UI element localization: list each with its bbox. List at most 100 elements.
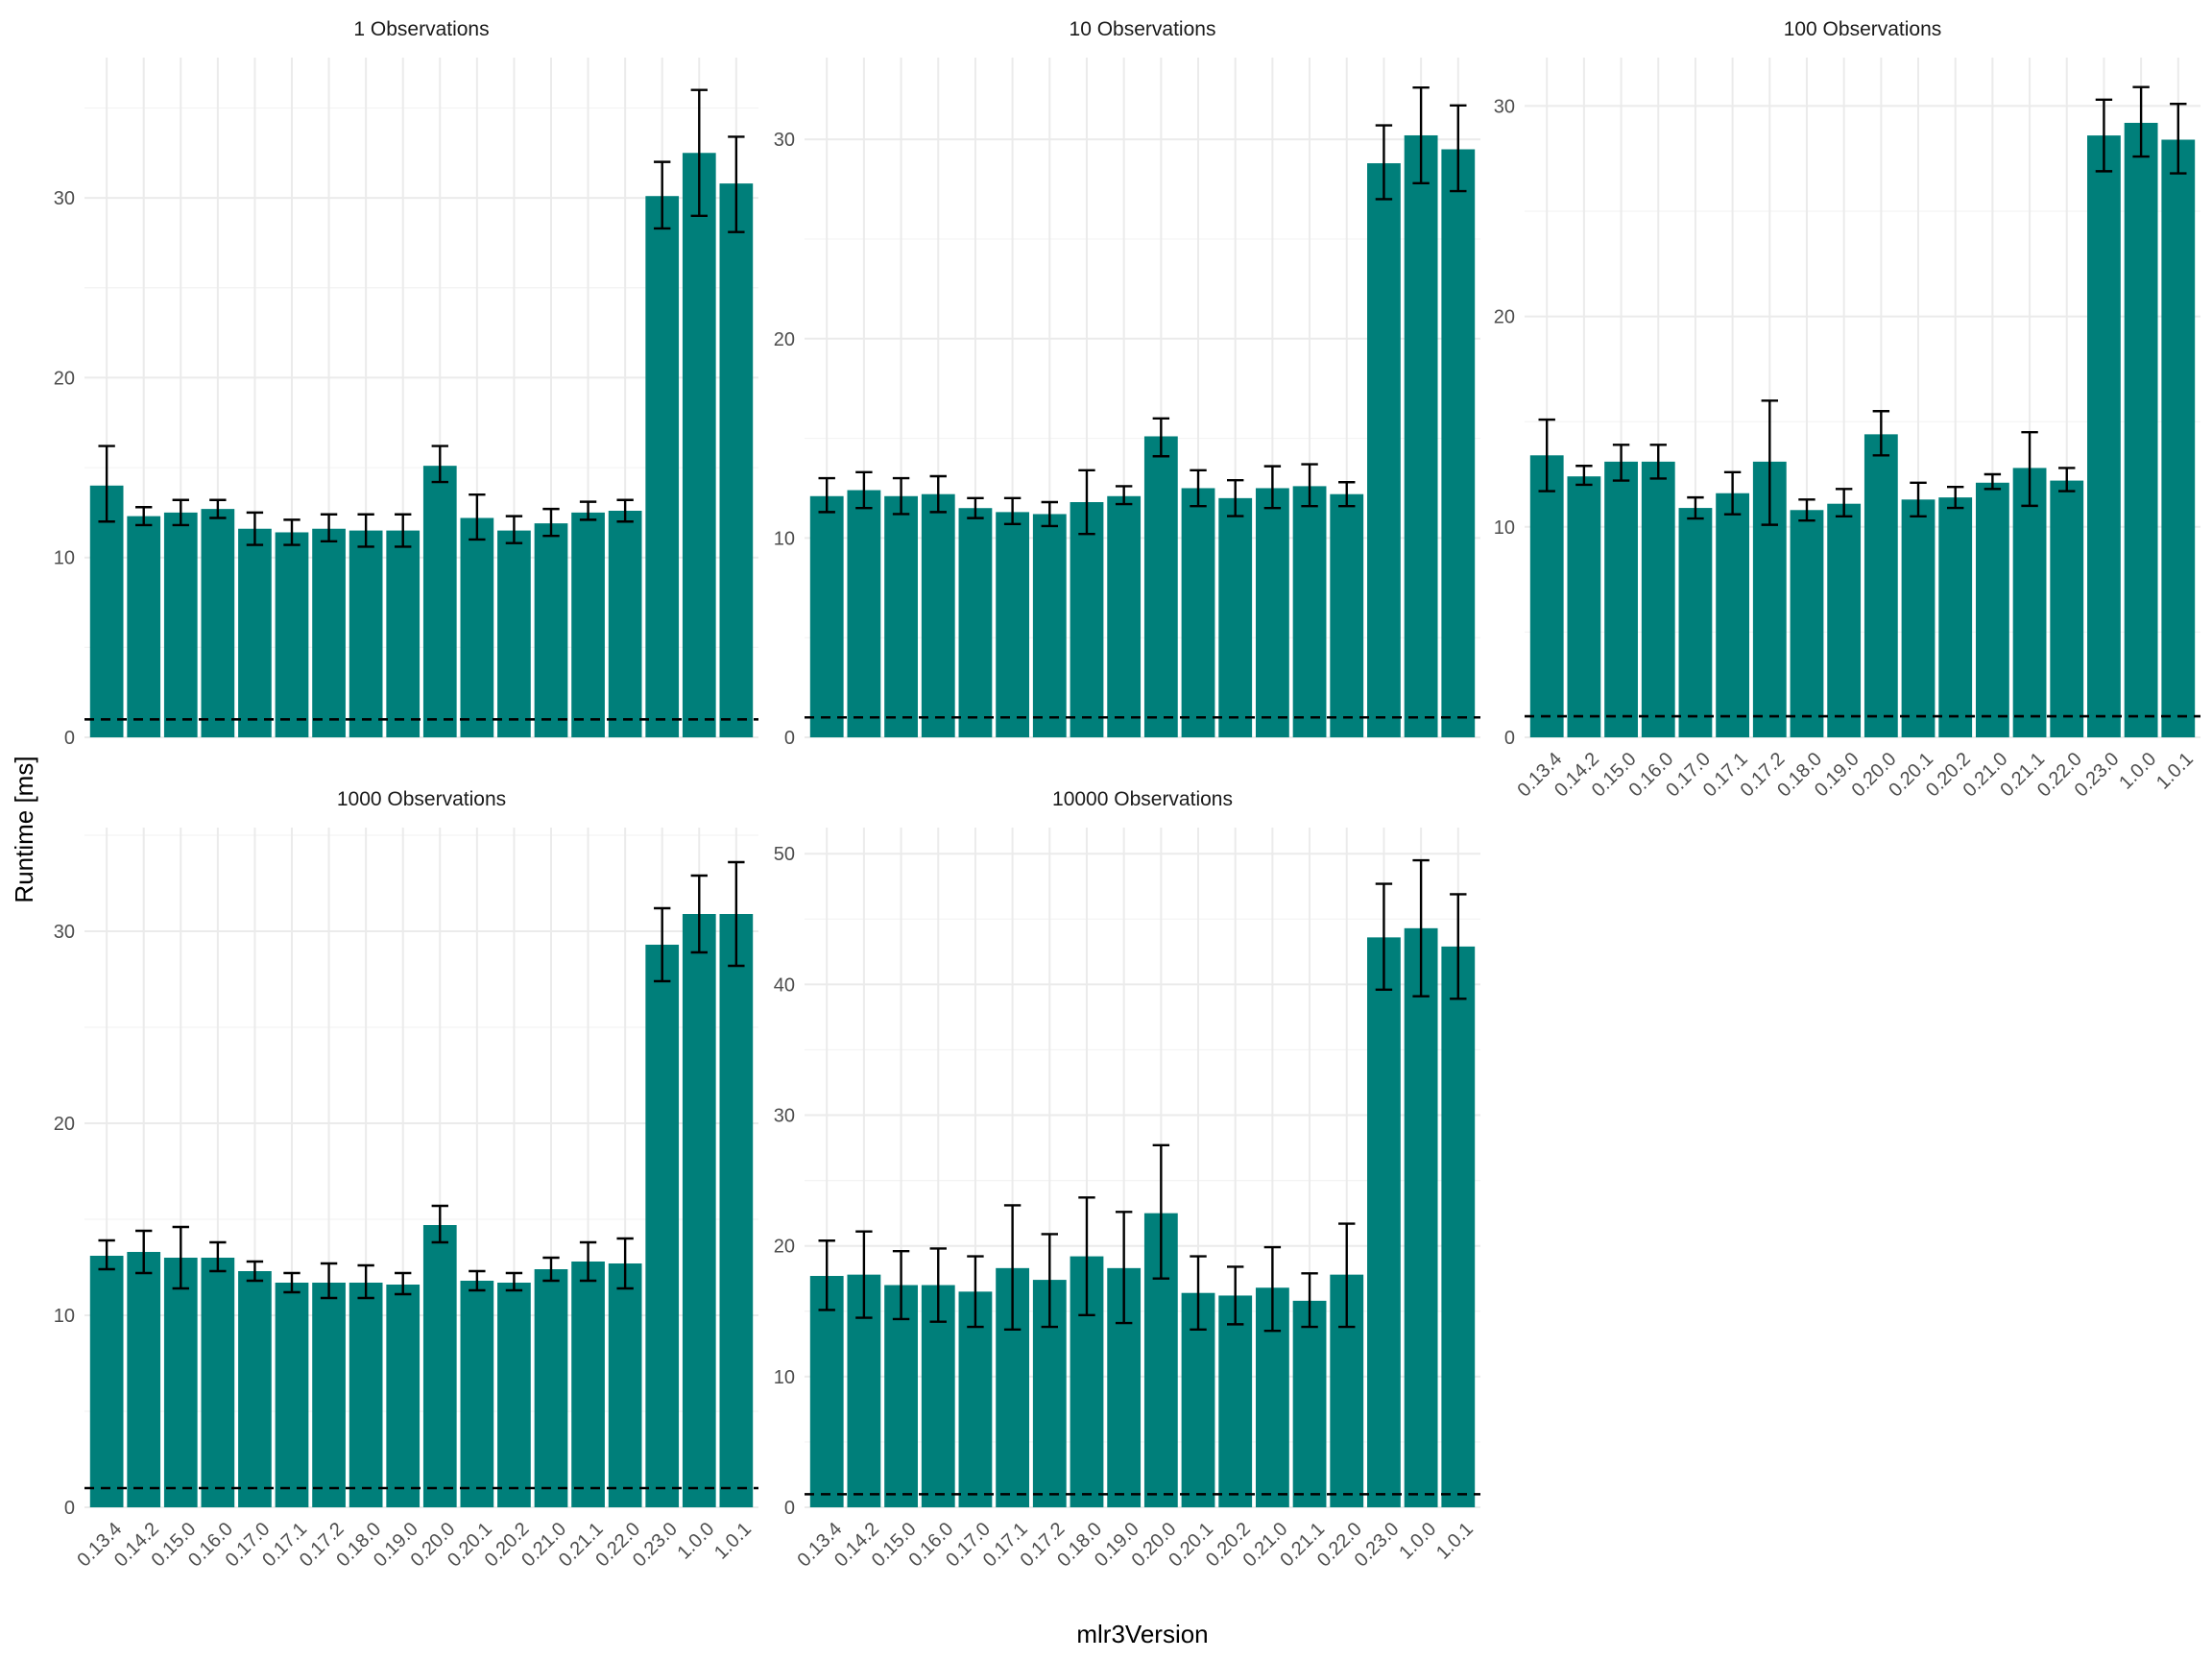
x-tick-label: 1.0.0: [1395, 1519, 1440, 1564]
error-bar: [246, 511, 264, 546]
error-bar: [542, 1256, 560, 1283]
error-bar: [395, 513, 412, 548]
y-tick-label: 40: [774, 974, 795, 996]
error-bar: [431, 445, 448, 484]
error-bar: [1338, 1222, 1356, 1329]
error-bar: [967, 496, 984, 519]
error-bar: [283, 1271, 301, 1294]
bar: [958, 508, 993, 737]
bar: [534, 523, 568, 737]
error-bar: [469, 493, 486, 541]
panel-title: 100 Observations: [1784, 18, 1942, 40]
error-bar: [818, 476, 835, 514]
bar: [884, 1285, 918, 1507]
bar: [719, 914, 754, 1507]
bar: [127, 1252, 161, 1507]
y-tick-label: 0: [1504, 728, 1515, 749]
error-bar: [654, 906, 671, 983]
error-bar: [1872, 410, 1890, 457]
bar: [201, 509, 235, 737]
y-tick-label: 0: [64, 728, 75, 749]
error-bar: [1412, 858, 1430, 998]
bar: [422, 466, 457, 737]
bar: [2087, 135, 2121, 737]
error-bar: [1227, 1265, 1244, 1326]
error-bar: [320, 513, 338, 543]
error-bar: [690, 874, 708, 954]
bar: [163, 512, 198, 737]
error-bar: [1835, 488, 1853, 518]
error-bar: [431, 1204, 448, 1244]
error-bar: [967, 1255, 984, 1329]
error-bar: [818, 1239, 835, 1311]
bar: [571, 1262, 605, 1507]
y-tick-label: 30: [774, 1106, 795, 1127]
y-tick-label: 0: [64, 1498, 75, 1519]
bar: [608, 1263, 642, 1507]
bar: [1529, 455, 1564, 737]
bar: [1107, 495, 1142, 737]
y-tick-label: 0: [784, 728, 795, 749]
error-bar: [357, 1263, 374, 1300]
error-bar: [1575, 465, 1593, 487]
bar: [2012, 468, 2047, 737]
error-bar: [1984, 472, 2002, 491]
y-tick-label: 10: [774, 1367, 795, 1388]
bar: [1143, 436, 1178, 737]
x-tick-label: 1.0.1: [2152, 749, 2198, 794]
error-bar: [1115, 1211, 1133, 1325]
error-bar: [1412, 85, 1430, 185]
bar: [1218, 1295, 1253, 1507]
y-tick-label: 10: [1494, 517, 1515, 539]
bar: [1827, 503, 1862, 737]
bar: [1367, 937, 1401, 1507]
error-bar: [929, 1247, 947, 1323]
error-bar: [2170, 103, 2187, 175]
bar: [809, 495, 844, 737]
bar: [312, 528, 346, 737]
y-tick-label: 20: [1494, 307, 1515, 328]
bar: [682, 914, 716, 1507]
error-bar: [1301, 463, 1318, 508]
error-bar: [1227, 478, 1244, 517]
bar: [89, 1256, 124, 1507]
bar: [386, 1285, 421, 1507]
bar: [422, 1225, 457, 1507]
error-bar: [1190, 469, 1207, 508]
bar: [645, 196, 680, 737]
y-tick-label: 20: [774, 1237, 795, 1258]
error-bar: [135, 506, 153, 527]
panel-title: 10 Observations: [1070, 18, 1216, 40]
error-bar: [505, 1271, 523, 1292]
bar: [238, 528, 272, 737]
bar: [238, 1271, 272, 1507]
error-bar: [855, 1230, 873, 1319]
error-bar: [616, 498, 634, 523]
y-tick-label: 20: [54, 1114, 75, 1135]
error-bar: [2095, 98, 2113, 173]
bar: [1367, 163, 1401, 737]
bar: [275, 1283, 309, 1507]
error-bar: [98, 1238, 115, 1271]
panel-1: 10 Observations 0 10 20 30: [774, 18, 1480, 749]
y-tick-label: 30: [1494, 96, 1515, 117]
error-bar: [1041, 500, 1058, 528]
error-bar: [1263, 465, 1282, 510]
bar: [682, 153, 716, 737]
bar: [163, 1258, 198, 1507]
x-tick-label: 1.0.0: [673, 1519, 718, 1564]
bar: [1255, 488, 1289, 737]
bar: [1901, 499, 1936, 737]
error-bar: [320, 1262, 338, 1300]
error-bar: [1761, 399, 1778, 526]
error-bar: [1338, 481, 1356, 508]
bar: [2050, 480, 2084, 737]
x-tick-label: 1.0.1: [1432, 1519, 1478, 1564]
x-axis-title: mlr3Version: [1076, 1620, 1208, 1648]
bar: [386, 530, 421, 737]
bar: [1441, 946, 1476, 1507]
error-bar: [1078, 1196, 1095, 1317]
bar: [497, 530, 531, 737]
bar: [1441, 149, 1476, 737]
error-bar: [2058, 467, 2076, 493]
